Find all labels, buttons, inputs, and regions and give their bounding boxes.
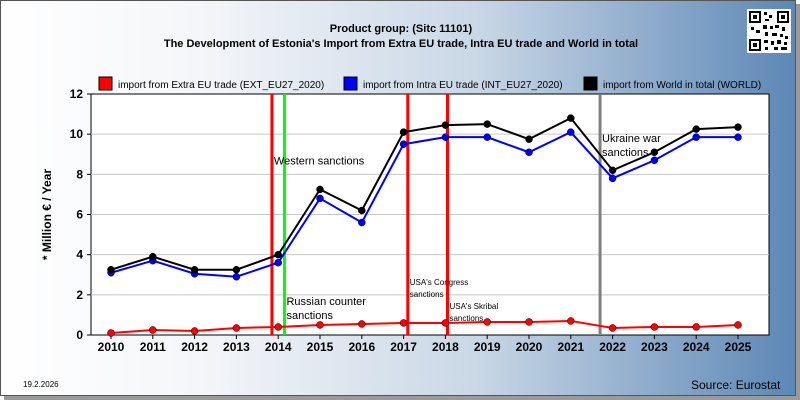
data-point xyxy=(441,133,450,141)
legend-swatch xyxy=(343,76,358,91)
x-tick-label: 2023 xyxy=(641,340,668,354)
data-point xyxy=(358,320,366,328)
data-point xyxy=(316,185,324,194)
data-point xyxy=(734,123,742,131)
data-point xyxy=(399,319,408,327)
data-point xyxy=(232,265,241,274)
data-point xyxy=(232,273,241,281)
chart-title-line2: The Development of Estonia's Import from… xyxy=(163,38,639,50)
series-line xyxy=(110,319,739,334)
legend-label: import from Extra EU trade (EXT_EU27_202… xyxy=(118,80,324,91)
data-point xyxy=(358,218,366,227)
series-line xyxy=(110,116,739,271)
legend-swatch xyxy=(583,76,598,91)
data-point xyxy=(190,265,199,274)
x-tick-label: 2019 xyxy=(474,340,501,354)
data-point xyxy=(692,323,700,331)
data-point xyxy=(149,252,157,261)
data-point xyxy=(316,321,324,329)
x-tick-label: 2010 xyxy=(98,340,125,354)
x-tick-label: 2025 xyxy=(725,340,752,354)
legend-swatch xyxy=(98,76,113,91)
data-point xyxy=(316,194,324,203)
x-tick-label: 2020 xyxy=(516,340,543,354)
event-label: USA's Congress xyxy=(410,278,468,287)
y-tick-label: 0 xyxy=(76,328,83,342)
legend-label: import from World in total (WORLD) xyxy=(603,80,761,91)
y-tick-label: 2 xyxy=(76,288,83,302)
y-tick-label: 12 xyxy=(70,87,84,101)
data-point xyxy=(525,135,533,143)
data-point xyxy=(525,148,533,156)
data-point xyxy=(734,321,742,329)
source-label: Source: Eurostat xyxy=(691,378,781,392)
data-point xyxy=(650,148,659,156)
data-point xyxy=(399,140,408,148)
event-label: sanctions xyxy=(286,310,333,322)
series-line xyxy=(110,130,738,278)
y-tick-label: 4 xyxy=(76,248,83,262)
data-point xyxy=(525,318,533,326)
event-label: sanctions xyxy=(410,290,444,299)
event-label: sanctions xyxy=(449,314,483,323)
event-label: sanctions xyxy=(602,147,649,159)
data-point xyxy=(692,125,700,133)
event-label: Russian counter xyxy=(286,296,366,308)
y-tick-label: 10 xyxy=(70,127,84,141)
y-tick-label: 6 xyxy=(76,208,83,222)
x-tick-label: 2022 xyxy=(599,340,626,354)
x-tick-label: 2018 xyxy=(432,340,459,354)
event-label: Western sanctions xyxy=(274,155,365,167)
x-tick-label: 2017 xyxy=(390,340,417,354)
data-point xyxy=(608,166,617,175)
chart-title-line1: Product group: (Sitc 11101) xyxy=(329,23,473,35)
data-point xyxy=(232,324,241,332)
data-point xyxy=(567,317,575,325)
y-tick-label: 8 xyxy=(76,167,83,181)
data-point xyxy=(650,156,659,165)
data-point xyxy=(567,114,575,122)
data-point xyxy=(567,128,575,136)
data-point xyxy=(483,120,491,128)
data-point xyxy=(441,121,450,129)
data-point xyxy=(692,133,700,141)
data-point xyxy=(149,326,157,334)
data-point xyxy=(483,133,491,141)
x-tick-label: 2016 xyxy=(348,340,375,354)
data-point xyxy=(107,265,115,274)
data-point xyxy=(274,250,282,259)
event-label: Ukraine war xyxy=(602,133,661,145)
chart-date: 19.2.2026 xyxy=(23,380,59,389)
qr-code-icon xyxy=(747,9,791,53)
data-point xyxy=(650,323,659,331)
x-tick-label: 2012 xyxy=(181,340,208,354)
data-point xyxy=(608,174,617,183)
data-point xyxy=(483,318,491,326)
legend-label: import from Intra EU trade (INT_EU27_202… xyxy=(363,80,563,91)
x-tick-label: 2015 xyxy=(307,340,334,354)
x-tick-label: 2011 xyxy=(140,340,166,354)
data-point xyxy=(190,327,199,335)
x-tick-label: 2024 xyxy=(683,340,710,354)
data-point xyxy=(441,319,450,327)
y-axis-label: * Million € / Year xyxy=(40,169,54,260)
x-tick-label: 2013 xyxy=(223,340,250,354)
data-point xyxy=(734,133,742,141)
data-point xyxy=(107,329,115,337)
x-tick-label: 2014 xyxy=(265,340,292,354)
data-point xyxy=(399,128,408,136)
data-point xyxy=(274,258,282,267)
data-point xyxy=(608,324,617,332)
x-tick-label: 2021 xyxy=(557,340,584,354)
data-point xyxy=(274,323,282,331)
event-label: USA's Skribal xyxy=(449,302,498,311)
data-point xyxy=(358,206,366,215)
